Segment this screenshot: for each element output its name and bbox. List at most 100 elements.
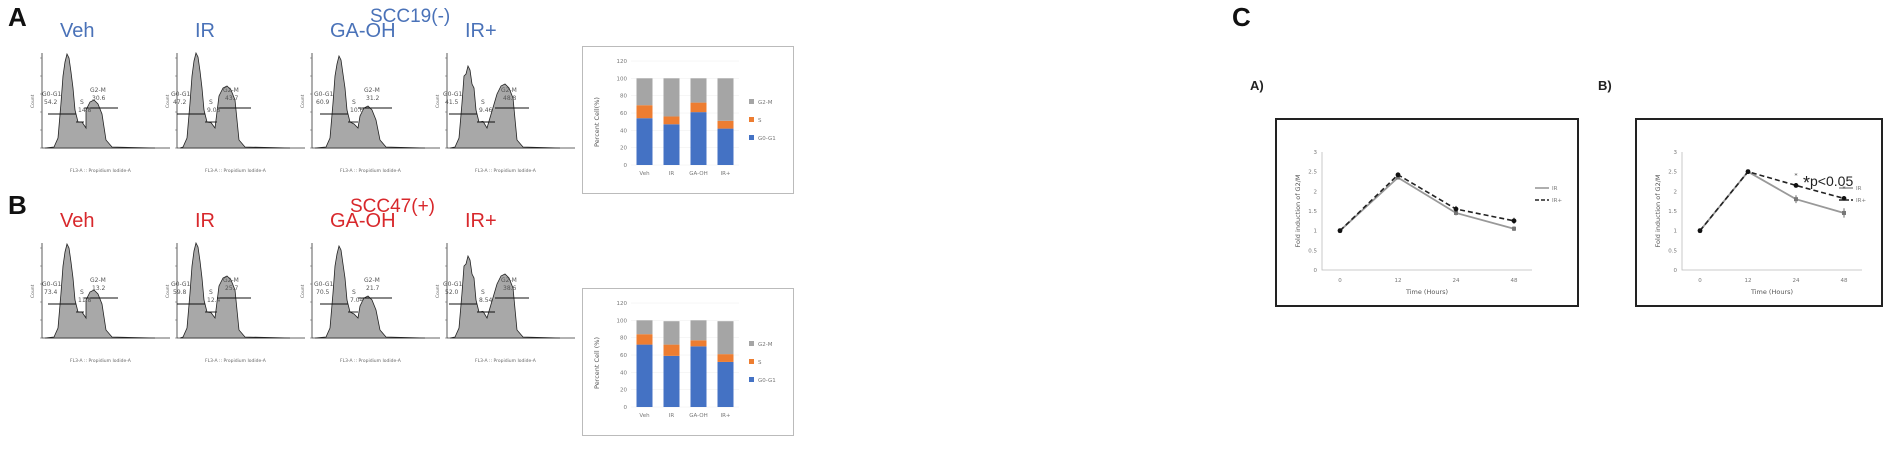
gate-value-s: 9.46 (479, 107, 493, 114)
line-axes (1321, 152, 1532, 271)
legend-swatch (749, 377, 754, 382)
data-point (1511, 218, 1517, 224)
histogram-ylabel: Count (165, 284, 171, 298)
line-chart-a-svg: 0 0.5 1 1.5 2 2.5 3 0 12 24 48 Time (Hours) Fold ind… (1294, 150, 1562, 296)
gate-label-g2: G2-M (223, 87, 239, 94)
y-tick-label: 40 (620, 128, 627, 134)
bar-g2-m (717, 321, 734, 355)
histogram-panel: G0-G1 41.5 S 9.46 G2-M 48.8 FL3-A :: Propidium… (435, 48, 585, 174)
histogram-xlabel: FL3-A :: Propidium Iodide-A (205, 358, 267, 364)
x-axis-label: Time (Hours) (1405, 288, 1448, 296)
gate-label-g2: G2-M (223, 277, 239, 284)
data-point (1395, 172, 1401, 178)
bar-g2-m (690, 320, 707, 341)
gate-label-s: S (80, 289, 84, 296)
x-tick-label: IR+ (720, 413, 730, 419)
histogram-area (449, 254, 561, 339)
y-tick-label: 1.5 (1668, 209, 1677, 215)
gate-value-s: 9.08 (207, 107, 221, 114)
histogram-title: Veh (60, 20, 95, 42)
y-tick-label: 0.5 (1308, 248, 1317, 254)
gate-value-g0: 54.2 (44, 99, 58, 106)
y-tick-label: 3 (1314, 150, 1318, 156)
histogram-panel: G0-G1 47.2 S 9.08 G2-M 43.7 FL3-A :: Propidium… (165, 48, 315, 174)
gate-value-g2: 30.6 (92, 95, 106, 102)
gate-label-s: S (209, 289, 213, 296)
histogram-ylabel: Count (435, 94, 441, 108)
significance-star: * (1803, 173, 1811, 193)
gate-label-g0: G0-G1 (443, 281, 463, 288)
legend-label: IR (1856, 186, 1862, 192)
histogram-panel: G0-G1 59.8 S 12.4 G2-M 25.7 FL3-A :: Propidium… (165, 238, 315, 364)
data-point (1793, 183, 1799, 188)
histogram-ylabel: Count (30, 284, 36, 298)
line-chart-a: 0 0.5 1 1.5 2 2.5 3 0 12 24 48 Time (Hours) Fold ind… (1275, 118, 1579, 307)
panel-label-b: B (8, 190, 27, 220)
x-tick-label: 12 (1745, 278, 1752, 284)
gate-label-g2: G2-M (364, 87, 380, 94)
significance-text: p<0.05 (1810, 173, 1854, 189)
bar-s (717, 354, 734, 362)
line-chart-b-svg: 0 0.5 1 1.5 2 2.5 3 0 12 24 48 Time (Hours) Fold ind… (1654, 150, 1866, 296)
y-tick-label: 80 (620, 336, 627, 342)
x-tick-label: IR (669, 171, 675, 177)
y-tick-label: 1.5 (1308, 209, 1317, 215)
legend-label: IR (1552, 186, 1558, 192)
bar-g2-m (636, 320, 653, 335)
histogram-area (449, 64, 561, 149)
histogram-title: GA-OH (330, 20, 396, 42)
gate-value-g2: 25.7 (225, 285, 239, 292)
x-tick-label: 0 (1698, 278, 1702, 284)
significance-marker: * (1842, 184, 1846, 192)
gate-label-g0: G0-G1 (314, 91, 334, 98)
y-tick-label: 100 (617, 76, 628, 82)
y-tick-label: 0 (1314, 268, 1318, 274)
y-tick-label: 20 (620, 388, 627, 394)
bar-g0-g1 (636, 118, 653, 165)
bar-g0-g1 (717, 361, 734, 407)
y-tick-label: 0.5 (1668, 248, 1677, 254)
data-point (1337, 228, 1343, 234)
stacked-ylabel: Percent Cell (%) (593, 337, 601, 389)
y-tick-label: 2 (1314, 189, 1318, 195)
gate-value-s: 8.54 (479, 297, 493, 304)
gate-value-g2: 13.2 (92, 285, 106, 292)
gate-value-g2: 48.8 (503, 95, 517, 102)
legend-label: IR+ (1856, 198, 1866, 204)
y-tick-label: 3 (1674, 150, 1678, 156)
bar-s (663, 344, 680, 356)
gate-value-g0: 60.9 (316, 99, 330, 106)
row-a-title: SCC19(-) (370, 6, 451, 27)
gate-value-g0: 52.0 (445, 289, 459, 296)
series-line-0 (1339, 176, 1515, 232)
significance-marker: * (1794, 171, 1798, 179)
legend-label: G2-M (758, 100, 773, 106)
y-tick-label: 2.5 (1668, 170, 1677, 176)
bar-g2-m (663, 321, 680, 345)
y-tick-label: 1 (1674, 229, 1678, 235)
stacked-bar-chart-a: Percent Cell(%) 0 20 40 60 80 100 120 Veh IR GA-OH… (582, 46, 794, 194)
line-axes (1681, 152, 1862, 271)
y-tick-label: 120 (617, 59, 628, 65)
x-tick-label: 48 (1511, 278, 1518, 284)
y-tick-label: 60 (620, 353, 627, 359)
data-point (1794, 197, 1798, 202)
gate-value-g2: 31.2 (366, 95, 380, 102)
histogram-title: GA-OH (330, 210, 396, 232)
data-point (1454, 210, 1458, 215)
gate-value-g0: 47.2 (173, 99, 187, 106)
bar-g2-m (663, 78, 680, 117)
histogram-panel: G0-G1 60.9 S 10.6 G2-M 31.2 FL3-A :: Propidium… (300, 48, 450, 174)
bar-g2-m (717, 78, 734, 121)
histogram-title: Veh (60, 210, 95, 232)
y-tick-label: 20 (620, 146, 627, 152)
histogram-xlabel: FL3-A :: Propidium Iodide-A (475, 168, 537, 174)
gate-value-s: 14.8 (78, 107, 92, 114)
gate-label-g0: G0-G1 (171, 91, 191, 98)
stacked-ylabel: Percent Cell(%) (593, 97, 601, 147)
gate-label-s: S (80, 99, 84, 106)
histogram-panel: G0-G1 73.4 S 11.8 G2-M 13.2 FL3-A :: Propidium… (30, 238, 180, 364)
